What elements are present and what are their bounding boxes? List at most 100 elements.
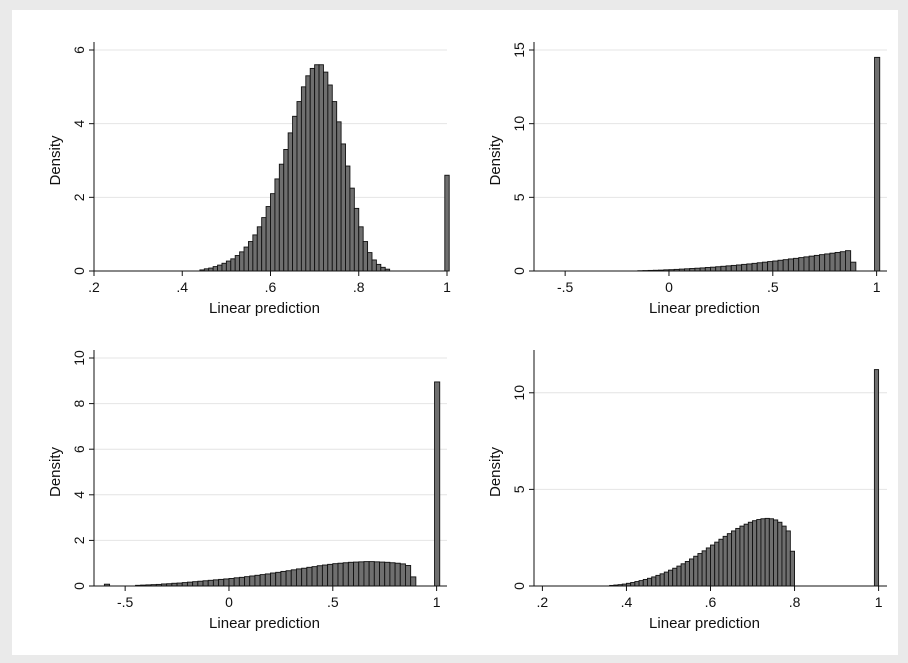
histogram-bar <box>743 523 749 587</box>
histogram-bar <box>244 576 251 587</box>
histogram-bar <box>829 252 836 272</box>
histogram-bar <box>234 255 241 272</box>
histogram-bar <box>309 67 316 272</box>
histogram-bar <box>316 565 323 587</box>
histogram-bar <box>845 250 852 272</box>
histogram-panel-2: 0 5 10 15 -.5 0 .5 1 Linear prediction Density <box>487 42 887 317</box>
y-axis-title: Density <box>47 446 64 497</box>
histogram-bar <box>332 563 339 587</box>
histogram-bar <box>751 262 758 272</box>
histogram-bar <box>697 553 703 587</box>
histogram-bar <box>634 581 640 587</box>
histogram-bar <box>747 521 753 587</box>
histogram-bar <box>207 579 214 587</box>
histogram-bar <box>373 561 380 587</box>
histogram-bar <box>730 264 737 272</box>
histogram-bar <box>824 253 831 272</box>
histogram-bar <box>722 535 728 587</box>
y-tick-label: 2 <box>71 193 87 201</box>
histogram-bar <box>379 561 386 587</box>
histogram-bar <box>659 573 665 587</box>
histogram-bar <box>777 259 784 272</box>
y-tick-label: 0 <box>511 582 527 590</box>
x-tick-label: .8 <box>789 594 801 610</box>
histogram-bar <box>668 569 674 587</box>
y-tick-label: 10 <box>71 350 87 366</box>
x-tick-label: 0 <box>225 594 233 610</box>
x-tick-label: .5 <box>327 594 339 610</box>
histogram-bar <box>399 563 406 587</box>
histogram-bar <box>327 84 333 272</box>
histogram-bar <box>756 262 763 272</box>
y-tick-label: 0 <box>71 267 87 275</box>
histogram-bar <box>434 381 441 587</box>
histogram-bar <box>839 251 846 272</box>
histogram-bar <box>238 576 245 587</box>
histogram-bar <box>223 578 230 587</box>
x-tick-label: .4 <box>176 279 188 295</box>
histogram-bar <box>186 581 194 587</box>
histogram-bar <box>651 576 657 587</box>
histogram-bar <box>287 132 294 272</box>
histogram-bar <box>353 561 360 587</box>
histogram-bar <box>655 574 661 587</box>
histogram-bar <box>676 565 682 587</box>
histogram-bar <box>710 544 716 587</box>
histogram-bar <box>367 252 373 272</box>
histogram-bar <box>808 255 815 272</box>
histogram-bar <box>318 64 324 272</box>
histogram-bar <box>254 574 261 587</box>
histogram-bar <box>264 573 271 587</box>
histogram-bar <box>347 561 355 587</box>
histogram-bar <box>785 530 791 587</box>
histogram-bar <box>793 257 800 272</box>
x-tick-label: 1 <box>443 279 451 295</box>
histogram-bar <box>410 576 417 587</box>
histogram-bar <box>444 174 450 272</box>
histogram-bar <box>394 562 401 587</box>
y-axis-title: Density <box>47 135 64 186</box>
histogram-bar <box>789 550 795 587</box>
histogram-bar <box>270 193 276 272</box>
histogram-bar <box>314 64 320 272</box>
histogram-bar <box>358 561 365 587</box>
histogram-bar <box>752 520 758 587</box>
histogram-bar <box>212 266 218 272</box>
histogram-bar <box>202 580 209 587</box>
histogram-bar <box>192 581 199 587</box>
histogram-bar <box>777 521 783 587</box>
x-tick-label: .8 <box>353 279 365 295</box>
y-tick-label: 5 <box>511 485 527 493</box>
histogram-bar <box>225 260 232 272</box>
histogram-bar <box>701 550 707 587</box>
histogram-bar <box>337 562 344 587</box>
histogram-bar <box>710 266 717 272</box>
y-tick-label: 4 <box>71 120 87 128</box>
histogram-bar <box>283 148 289 272</box>
histogram-bar <box>772 260 779 272</box>
histogram-bar <box>256 226 263 272</box>
x-tick-label: 1 <box>433 594 441 610</box>
y-tick-label: 5 <box>511 193 527 201</box>
y-tick-label: 0 <box>71 582 87 590</box>
histogram-bar <box>760 518 766 587</box>
histogram-bar <box>249 575 256 587</box>
histogram-bar <box>380 266 386 272</box>
histogram-bar <box>296 101 302 272</box>
x-tick-label: .6 <box>705 594 717 610</box>
histogram-bar <box>218 578 225 587</box>
histogram-bar <box>306 566 313 587</box>
histogram-bar <box>342 562 349 587</box>
y-tick-label: 10 <box>511 116 527 132</box>
y-axis-title: Density <box>487 135 504 186</box>
histogram-bar <box>389 562 396 587</box>
histogram-bar <box>362 241 369 272</box>
histogram-bar <box>715 266 722 272</box>
histogram-bar <box>739 525 745 587</box>
histogram-bar <box>746 263 753 272</box>
histogram-bar <box>321 564 329 587</box>
histogram-bar <box>340 143 346 272</box>
histogram-bar <box>323 71 329 272</box>
